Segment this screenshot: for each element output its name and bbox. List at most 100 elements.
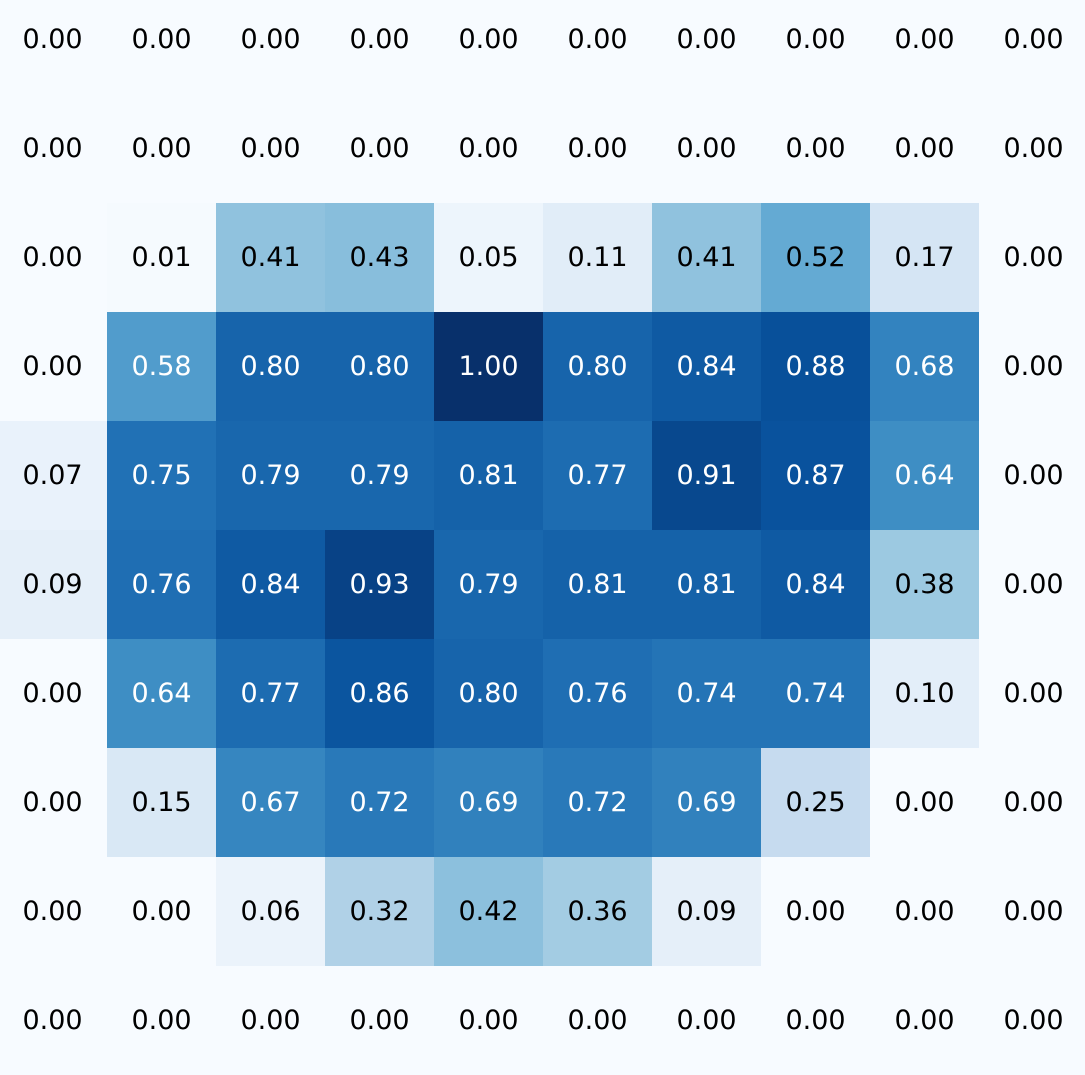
heatmap-value-label-r8-c5: 0.36 bbox=[567, 896, 627, 927]
heatmap-cell-r9-c6 bbox=[652, 966, 762, 1075]
heatmap-cell-r7-c6 bbox=[652, 748, 762, 858]
heatmap-cell-r9-c5 bbox=[543, 966, 653, 1075]
heatmap-value-label-r0-c2: 0.00 bbox=[240, 24, 300, 55]
heatmap-value-label-r1-c1: 0.00 bbox=[131, 133, 191, 164]
heatmap-cell-r7-c5 bbox=[543, 748, 653, 858]
heatmap-cell-r5-c7 bbox=[761, 530, 871, 640]
heatmap-value-label-r6-c8: 0.10 bbox=[894, 678, 954, 709]
heatmap-cell-r2-c2 bbox=[216, 203, 326, 313]
heatmap-value-label-r6-c2: 0.77 bbox=[240, 678, 300, 709]
heatmap-cell-r2-c9 bbox=[979, 203, 1085, 313]
heatmap-value-label-r3-c2: 0.80 bbox=[240, 351, 300, 382]
heatmap-value-label-r8-c3: 0.32 bbox=[349, 896, 409, 927]
heatmap-value-label-r2-c3: 0.43 bbox=[349, 242, 409, 273]
heatmap-cell-r4-c9 bbox=[979, 421, 1085, 531]
heatmap-value-label-r2-c2: 0.41 bbox=[240, 242, 300, 273]
heatmap-value-label-r1-c7: 0.00 bbox=[785, 133, 845, 164]
heatmap-value-label-r1-c9: 0.00 bbox=[1003, 133, 1063, 164]
heatmap-cell-r5-c3 bbox=[325, 530, 435, 640]
heatmap-cell-r6-c2 bbox=[216, 639, 326, 749]
heatmap-value-label-r3-c7: 0.88 bbox=[785, 351, 845, 382]
heatmap-cell-r8-c8 bbox=[870, 857, 980, 967]
heatmap-cell-r0-c6 bbox=[652, 0, 762, 95]
heatmap-cell-r0-c8 bbox=[870, 0, 980, 95]
heatmap-value-label-r9-c2: 0.00 bbox=[240, 1005, 300, 1036]
heatmap-cell-r3-c4 bbox=[434, 312, 544, 422]
heatmap-value-label-r4-c7: 0.87 bbox=[785, 460, 845, 491]
heatmap-cell-r0-c9 bbox=[979, 0, 1085, 95]
heatmap-value-label-r9-c0: 0.00 bbox=[22, 1005, 82, 1036]
heatmap-value-label-r0-c3: 0.00 bbox=[349, 24, 409, 55]
heatmap-value-label-r7-c7: 0.25 bbox=[785, 787, 845, 818]
heatmap-value-label-r6-c7: 0.74 bbox=[785, 678, 845, 709]
heatmap-cell-r4-c5 bbox=[543, 421, 653, 531]
heatmap-value-label-r3-c5: 0.80 bbox=[567, 351, 627, 382]
heatmap-value-label-r9-c4: 0.00 bbox=[458, 1005, 518, 1036]
heatmap-cell-r4-c6 bbox=[652, 421, 762, 531]
heatmap-cell-r6-c5 bbox=[543, 639, 653, 749]
heatmap-value-label-r8-c2: 0.06 bbox=[240, 896, 300, 927]
heatmap-value-label-r0-c4: 0.00 bbox=[458, 24, 518, 55]
heatmap-cell-r6-c1 bbox=[107, 639, 217, 749]
heatmap-value-label-r5-c2: 0.84 bbox=[240, 569, 300, 600]
heatmap-value-label-r6-c5: 0.76 bbox=[567, 678, 627, 709]
heatmap-value-label-r8-c8: 0.00 bbox=[894, 896, 954, 927]
heatmap-value-label-r4-c2: 0.79 bbox=[240, 460, 300, 491]
heatmap-cell-r6-c9 bbox=[979, 639, 1085, 749]
heatmap-cell-r1-c1 bbox=[107, 94, 217, 204]
heatmap-value-label-r5-c8: 0.38 bbox=[894, 569, 954, 600]
heatmap-value-label-r7-c5: 0.72 bbox=[567, 787, 627, 818]
heatmap-value-label-r3-c1: 0.58 bbox=[131, 351, 191, 382]
heatmap-cell-r5-c4 bbox=[434, 530, 544, 640]
heatmap-value-label-r1-c5: 0.00 bbox=[567, 133, 627, 164]
heatmap-value-label-r2-c0: 0.00 bbox=[22, 242, 82, 273]
heatmap-value-label-r9-c1: 0.00 bbox=[131, 1005, 191, 1036]
heatmap-cell-r5-c0 bbox=[0, 530, 108, 640]
heatmap-value-label-r0-c7: 0.00 bbox=[785, 24, 845, 55]
heatmap-value-label-r4-c9: 0.00 bbox=[1003, 460, 1063, 491]
heatmap-cell-r6-c8 bbox=[870, 639, 980, 749]
heatmap-annotations: 0.00 0.00 0.00 0.00 0.00 0.00 0.00 0.00 0.00 0.00… bbox=[22, 24, 1063, 1036]
heatmap-cell-r1-c6 bbox=[652, 94, 762, 204]
heatmap-cell-r7-c9 bbox=[979, 748, 1085, 858]
heatmap-cell-r8-c2 bbox=[216, 857, 326, 967]
heatmap-cell-r0-c1 bbox=[107, 0, 217, 95]
heatmap-value-label-r4-c8: 0.64 bbox=[894, 460, 954, 491]
heatmap-cell-r3-c7 bbox=[761, 312, 871, 422]
heatmap-cell-r6-c0 bbox=[0, 639, 108, 749]
heatmap-cell-r8-c5 bbox=[543, 857, 653, 967]
heatmap-cell-r1-c4 bbox=[434, 94, 544, 204]
heatmap-cell-r5-c8 bbox=[870, 530, 980, 640]
heatmap-cell-r3-c0 bbox=[0, 312, 108, 422]
heatmap-value-label-r7-c0: 0.00 bbox=[22, 787, 82, 818]
heatmap-value-label-r1-c2: 0.00 bbox=[240, 133, 300, 164]
heatmap-value-label-r7-c1: 0.15 bbox=[131, 787, 191, 818]
heatmap-cell-r3-c6 bbox=[652, 312, 762, 422]
heatmap-cell-r5-c6 bbox=[652, 530, 762, 640]
heatmap-value-label-r6-c6: 0.74 bbox=[676, 678, 736, 709]
heatmap-cell-r4-c0 bbox=[0, 421, 108, 531]
heatmap-cell-r8-c9 bbox=[979, 857, 1085, 967]
heatmap-cell-r9-c8 bbox=[870, 966, 980, 1075]
heatmap-cell-r7-c2 bbox=[216, 748, 326, 858]
heatmap-value-label-r6-c1: 0.64 bbox=[131, 678, 191, 709]
heatmap-value-label-r8-c9: 0.00 bbox=[1003, 896, 1063, 927]
heatmap-cell-r1-c2 bbox=[216, 94, 326, 204]
heatmap-cell-r7-c3 bbox=[325, 748, 435, 858]
heatmap-value-label-r3-c3: 0.80 bbox=[349, 351, 409, 382]
heatmap-value-label-r6-c9: 0.00 bbox=[1003, 678, 1063, 709]
heatmap-value-label-r1-c0: 0.00 bbox=[22, 133, 82, 164]
heatmap-cell-r7-c8 bbox=[870, 748, 980, 858]
heatmap-value-label-r6-c4: 0.80 bbox=[458, 678, 518, 709]
heatmap-cell-r0-c3 bbox=[325, 0, 435, 95]
heatmap-value-label-r7-c9: 0.00 bbox=[1003, 787, 1063, 818]
heatmap-value-label-r3-c8: 0.68 bbox=[894, 351, 954, 382]
heatmap-value-label-r0-c6: 0.00 bbox=[676, 24, 736, 55]
heatmap-value-label-r0-c1: 0.00 bbox=[131, 24, 191, 55]
heatmap-value-label-r8-c7: 0.00 bbox=[785, 896, 845, 927]
heatmap-cell-r5-c9 bbox=[979, 530, 1085, 640]
heatmap-cell-r9-c1 bbox=[107, 966, 217, 1075]
heatmap-value-label-r4-c0: 0.07 bbox=[22, 460, 82, 491]
heatmap-cell-r3-c3 bbox=[325, 312, 435, 422]
